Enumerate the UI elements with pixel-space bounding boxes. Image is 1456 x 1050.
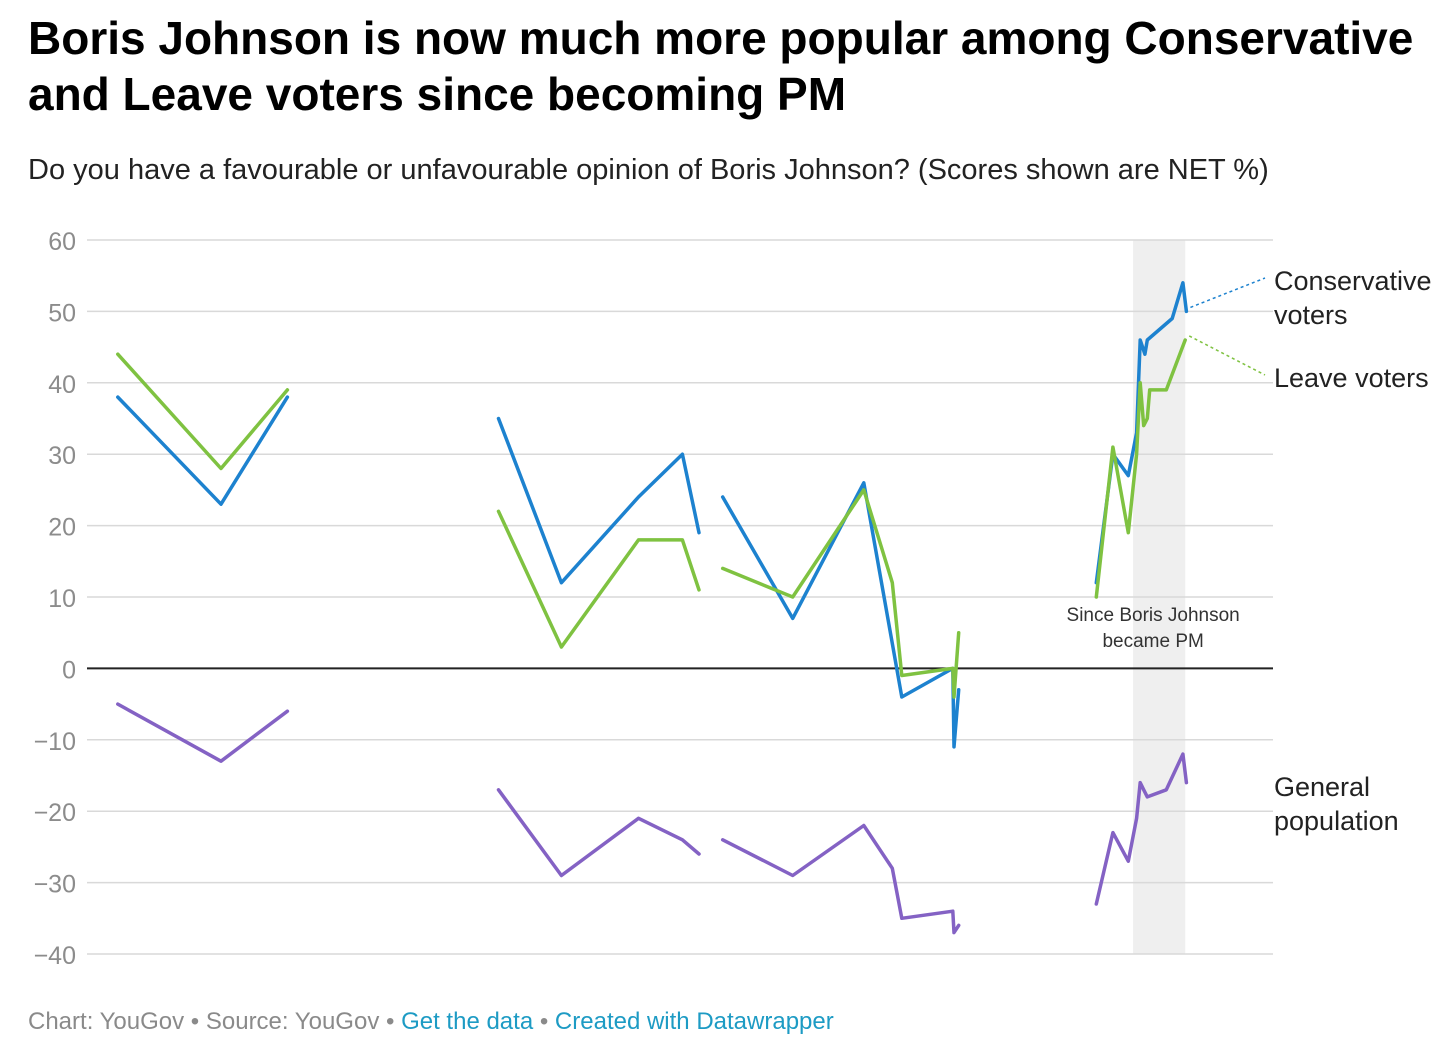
chart-credit: Chart: YouGov — [28, 1008, 185, 1035]
y-tick-label: 10 — [48, 585, 76, 613]
general-population-line — [1094, 752, 1189, 906]
footer-separator: • — [386, 1008, 395, 1035]
leave-voters-line — [720, 488, 961, 699]
line-chart: 60 50 40 30 20 10 0 −10 −20 −30 −40 Since Boris Jo… — [34, 228, 1432, 970]
y-tick-label: 40 — [48, 371, 76, 399]
conservative-voters-line — [116, 395, 290, 506]
annotations: Since Boris Johnson became PM — [1067, 605, 1240, 652]
leave-voters-line — [1094, 338, 1187, 599]
general-population-line — [720, 823, 961, 935]
leave-voters-label: Leave voters — [1274, 363, 1429, 393]
general-population-line — [116, 702, 290, 763]
series-lines — [116, 281, 1189, 935]
conservative-voters-line — [496, 416, 701, 585]
series-label-line: Conservative — [1274, 266, 1432, 296]
conservative-voters-line — [720, 481, 961, 749]
source-credit: Source: YouGov — [205, 1008, 380, 1035]
conservative-voters-line — [1094, 281, 1189, 585]
chart-title: Boris Johnson is now much more popular a… — [28, 12, 1414, 120]
y-tick-label: −10 — [34, 728, 76, 756]
y-tick-label: −20 — [34, 799, 76, 827]
footer-separator: • — [539, 1008, 549, 1035]
series-label-line: population — [1274, 806, 1399, 836]
conservative-voters-label-leader — [1190, 277, 1266, 309]
series-label-line: General — [1274, 772, 1370, 802]
leave-voters-line — [116, 352, 290, 471]
series-label-line: Leave voters — [1274, 363, 1429, 393]
y-tick-label: 50 — [48, 299, 76, 327]
series-label-line: voters — [1274, 300, 1348, 330]
y-tick-label: 30 — [48, 442, 76, 470]
footer-separator: • — [190, 1008, 200, 1035]
general-population-line — [496, 788, 701, 878]
gridlines — [87, 239, 1273, 955]
y-tick-label: −40 — [34, 942, 76, 970]
conservative-voters-label: Conservative voters — [1274, 266, 1432, 330]
highlight-annotation-line: Since Boris Johnson — [1067, 605, 1240, 626]
leave-voters-label-leader — [1188, 335, 1266, 376]
datawrapper-link[interactable]: Created with Datawrapper — [554, 1008, 834, 1035]
series-labels: Conservative voters Leave voters General pop… — [1188, 266, 1432, 836]
y-tick-label: 60 — [48, 228, 76, 256]
leave-voters-line — [496, 509, 701, 649]
get-data-link[interactable]: Get the data — [401, 1008, 534, 1035]
chart-subtitle: Do you have a favourable or unfavourable… — [28, 154, 1269, 186]
footer: Chart: YouGov • Source: YouGov • Get the… — [28, 1008, 834, 1036]
y-tick-label: −30 — [34, 871, 76, 899]
y-tick-label: 20 — [48, 514, 76, 542]
highlight-annotation: Since Boris Johnson became PM — [1067, 605, 1240, 652]
highlight-annotation-line: became PM — [1102, 631, 1203, 652]
general-population-label: General population — [1274, 772, 1399, 836]
y-tick-label: 0 — [62, 656, 76, 684]
y-axis-ticks: 60 50 40 30 20 10 0 −10 −20 −30 −40 — [34, 228, 76, 970]
